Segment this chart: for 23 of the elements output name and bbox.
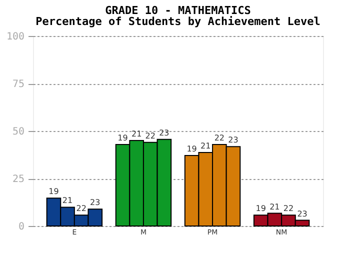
text: 21 bbox=[270, 202, 280, 212]
series-label: 23 bbox=[90, 198, 100, 208]
chart-title: GRADE 10 - MATHEMATICS bbox=[105, 4, 251, 17]
text: 23 bbox=[297, 209, 308, 218]
text: 19 bbox=[186, 144, 197, 154]
text: 22 bbox=[214, 133, 225, 142]
series-label: 21 bbox=[62, 196, 73, 206]
text: 22 bbox=[145, 131, 156, 140]
text: 19 bbox=[118, 133, 128, 142]
series-label: 19 bbox=[48, 187, 59, 196]
y-tick-label: 75 bbox=[12, 79, 24, 90]
text: 23 bbox=[159, 128, 170, 138]
text: 21 bbox=[200, 141, 211, 150]
text: 23 bbox=[228, 136, 238, 145]
y-tick-label: 0 bbox=[18, 222, 24, 232]
y-tick-label: 50 bbox=[12, 126, 24, 138]
text: 19 bbox=[256, 204, 266, 214]
series-label: 22 bbox=[76, 204, 86, 214]
text: 21 bbox=[131, 130, 142, 138]
text: 22 bbox=[283, 204, 294, 214]
y-tick-label: 25 bbox=[12, 174, 24, 185]
y-tick-label: 100 bbox=[6, 32, 24, 42]
chart-subtitle: Percentage of Students by Achievement Level bbox=[36, 15, 320, 28]
